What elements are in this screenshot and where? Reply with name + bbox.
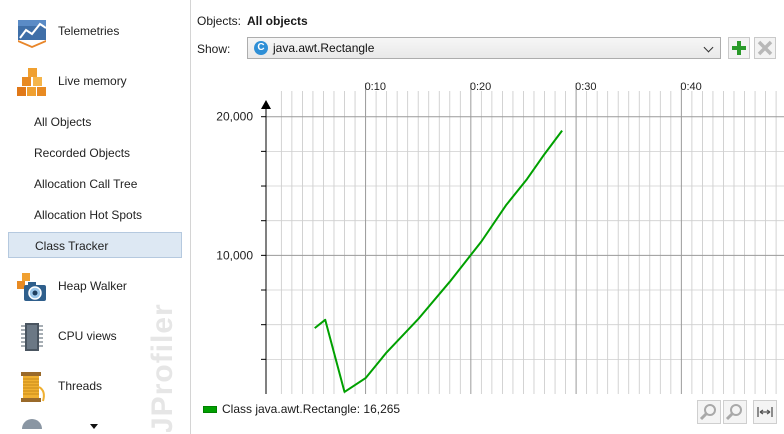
live-memory-icon xyxy=(17,68,46,96)
x-tick-label: 0:20 xyxy=(470,81,491,93)
add-class-button[interactable] xyxy=(728,37,750,59)
legend-swatch xyxy=(203,406,217,414)
remove-class-button[interactable] xyxy=(754,37,776,59)
cpu-views-icon xyxy=(21,323,43,351)
plus-icon xyxy=(732,41,746,55)
close-icon xyxy=(757,40,773,56)
nav-heap-walker[interactable]: Heap Walker xyxy=(0,263,190,311)
objects-value: All objects xyxy=(247,14,308,28)
nav-cpu-views[interactable]: CPU views xyxy=(0,313,190,361)
class-select-value: java.awt.Rectangle xyxy=(273,41,375,55)
nav-label: CPU views xyxy=(58,329,117,343)
sidebar-item-allocation-call-tree[interactable]: Allocation Call Tree xyxy=(34,177,138,191)
sidebar-item-class-tracker[interactable]: Class Tracker xyxy=(8,232,182,258)
minor-gridlines xyxy=(266,91,784,394)
class-tracker-chart: 0:10 0:20 0:30 0:40 10,000 20,000 xyxy=(216,81,784,394)
major-gridlines xyxy=(261,83,784,394)
x-tick-label: 0:10 xyxy=(365,81,386,93)
fit-width-icon xyxy=(757,407,773,417)
zoom-in-icon xyxy=(699,404,716,421)
heap-walker-icon xyxy=(17,273,46,301)
x-tick-label: 0:30 xyxy=(575,81,596,93)
show-label: Show: xyxy=(197,42,231,56)
series-line-java-awt-rectangle xyxy=(314,130,563,393)
sidebar-item-allocation-hot-spots[interactable]: Allocation Hot Spots xyxy=(34,208,143,222)
fit-to-window-button[interactable] xyxy=(753,400,777,424)
telemetries-icon xyxy=(18,20,47,48)
nav-label: Heap Walker xyxy=(58,279,127,293)
class-icon: C xyxy=(254,41,268,55)
class-tracker-panel: Objects: All objects Show: C java.awt.Rec… xyxy=(191,0,784,434)
zoom-out-button[interactable] xyxy=(723,400,747,424)
sidebar-item-all-objects[interactable]: All Objects xyxy=(34,115,92,129)
jprofiler-watermark: JProfiler xyxy=(146,303,179,432)
nav-live-memory[interactable]: Live memory xyxy=(0,58,190,106)
legend-text: Class java.awt.Rectangle: 16,265 xyxy=(222,402,401,416)
class-select-dropdown[interactable]: C java.awt.Rectangle xyxy=(247,37,721,59)
nav-label: Live memory xyxy=(58,74,127,88)
zoom-out-icon xyxy=(725,404,742,421)
threads-icon xyxy=(21,372,45,402)
nav-label: Telemetries xyxy=(58,24,120,38)
sidebar-item-recorded-objects[interactable]: Recorded Objects xyxy=(34,146,131,160)
sidebar: Telemetries Live memory All Objects Reco… xyxy=(0,0,191,434)
objects-row: Objects: All objects xyxy=(197,14,308,28)
chart-legend: Class java.awt.Rectangle: 16,265 xyxy=(203,402,400,416)
nav-telemetries[interactable]: Telemetries xyxy=(0,8,190,56)
nav-label: Threads xyxy=(58,379,103,393)
chevron-down-icon xyxy=(703,42,714,53)
y-axis-arrow-icon xyxy=(261,100,271,109)
y-axis xyxy=(261,100,271,394)
y-tick-label: 20,000 xyxy=(216,110,253,124)
x-tick-label: 0:40 xyxy=(680,81,701,93)
zoom-in-button[interactable] xyxy=(697,400,721,424)
scroll-down-arrow-icon[interactable] xyxy=(90,424,98,429)
nav-threads[interactable]: Threads xyxy=(0,363,190,411)
nav-partial-item xyxy=(22,419,42,429)
objects-label: Objects: xyxy=(197,14,242,28)
y-tick-label: 10,000 xyxy=(216,248,253,262)
